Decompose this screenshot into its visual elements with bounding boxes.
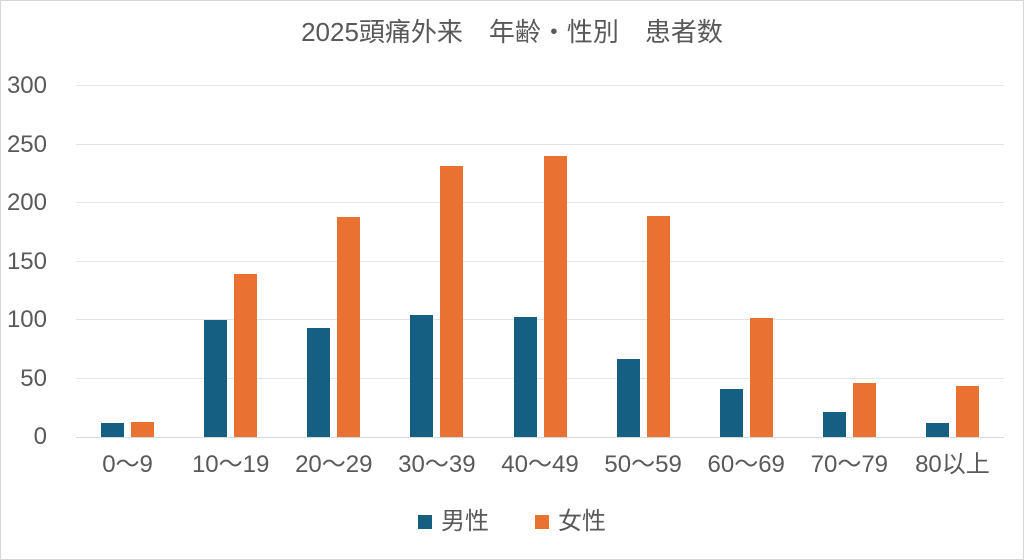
legend-label-male: 男性 [441,508,489,535]
x-axis-label-8: 80以上 [915,451,990,478]
x-axis-label-3: 30〜39 [398,451,476,478]
legend-marker-male [418,515,432,529]
bar-male-2 [307,328,331,437]
bar-female-0 [131,421,155,437]
chart-title: 2025頭痛外来 年齢・性別 患者数 [301,17,723,47]
gridline-200 [76,202,1004,203]
legend-item-male: 男性 [418,507,489,537]
x-axis-label-4: 40〜49 [501,451,579,478]
x-axis-label-5: 50〜59 [604,451,682,478]
gridline-100 [76,319,1004,320]
y-tick-label-150: 150 [6,247,47,275]
gridline-250 [76,143,1004,145]
legend-label-female: 女性 [558,508,606,535]
bar-female-5 [646,215,670,437]
y-tick-label-200: 200 [6,189,47,216]
plot-area [76,85,1004,438]
y-tick-label-0: 0 [33,423,47,450]
y-tick-label-250: 250 [6,130,47,158]
y-tick-label-50: 50 [20,364,47,392]
gridline-150 [76,260,1004,262]
bar-male-6 [719,389,743,437]
bar-male-1 [204,320,228,437]
legend: 男性 女性 [1,507,1023,537]
y-tick-label-300: 300 [6,72,47,99]
bar-female-8 [955,385,979,437]
y-tick-label-100: 100 [6,306,47,333]
bar-male-3 [410,315,434,437]
x-axis-label-1: 10〜19 [191,451,270,478]
legend-item-female: 女性 [535,507,606,537]
bar-female-3 [440,165,464,437]
x-axis-label-2: 20〜29 [295,451,373,478]
bar-female-6 [749,317,773,437]
bar-female-7 [852,383,876,437]
x-axis-label-7: 70〜79 [810,451,889,478]
bar-male-0 [101,422,125,437]
bar-male-5 [616,358,640,437]
legend-marker-female [535,515,549,529]
bar-male-7 [822,412,846,437]
bar-female-4 [543,156,567,437]
gridline-50 [76,377,1004,379]
bar-female-1 [234,274,258,437]
gridline-300 [76,85,1004,86]
x-axis-label-6: 60〜69 [707,451,785,478]
bar-female-2 [337,217,361,437]
x-axis-label-0: 0〜9 [102,451,153,478]
bar-male-8 [925,422,949,437]
bar-male-4 [513,316,537,437]
